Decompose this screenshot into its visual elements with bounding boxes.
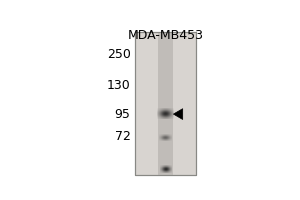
Text: 130: 130	[107, 79, 130, 92]
Text: 250: 250	[106, 48, 130, 61]
Bar	[135, 32, 196, 175]
Bar	[158, 32, 173, 175]
Polygon shape	[173, 109, 183, 119]
Text: MDA-MB453: MDA-MB453	[128, 29, 203, 42]
Text: 95: 95	[115, 108, 130, 121]
Text: 72: 72	[115, 130, 130, 143]
Bar	[135, 32, 196, 175]
